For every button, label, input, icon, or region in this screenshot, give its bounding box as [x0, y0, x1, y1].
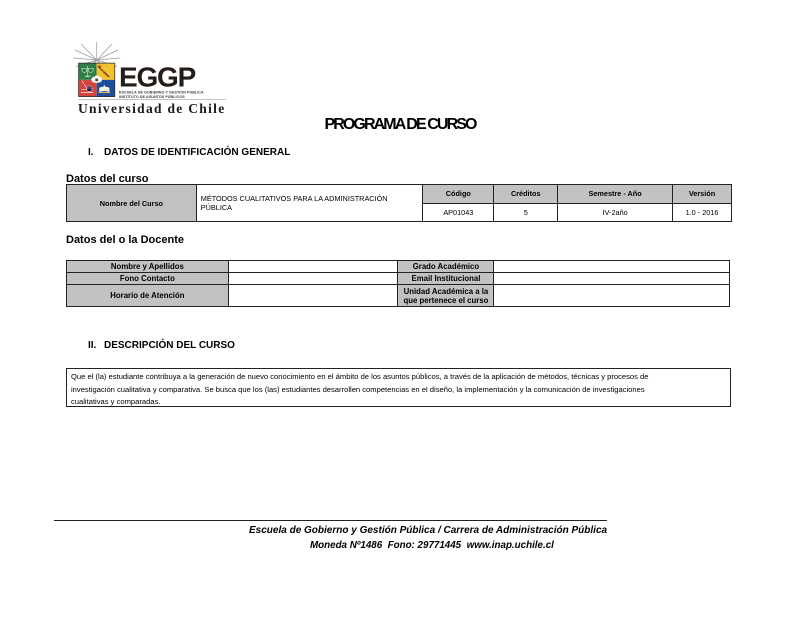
svg-text:INSTITUTO DE ASUNTOS PÚBLICOS: INSTITUTO DE ASUNTOS PÚBLICOS: [119, 94, 185, 99]
svg-text:ESCUELA DE GOBIERNO Y GESTIÓN: ESCUELA DE GOBIERNO Y GESTIÓN PÚBLICA: [119, 89, 204, 94]
svg-text:Universidad de Chile: Universidad de Chile: [78, 101, 226, 115]
svg-text:EGGP: EGGP: [119, 62, 196, 93]
